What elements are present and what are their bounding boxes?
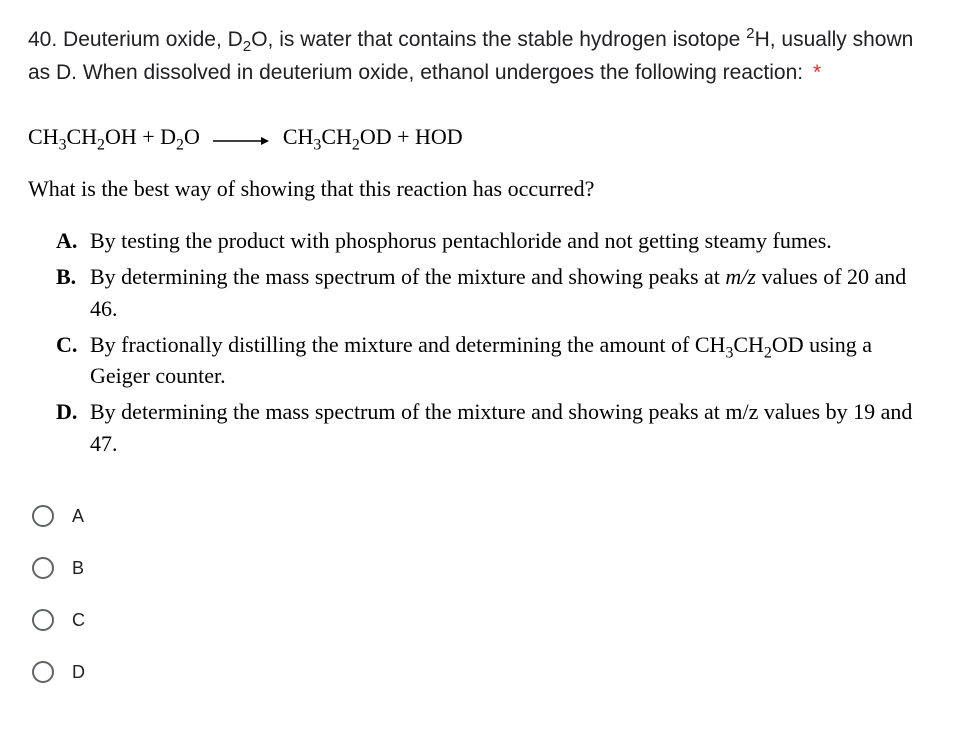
option-letter: D. [56,396,90,428]
header-text-2: O, is water that contains the stable hyd… [251,28,746,51]
eqn-lhs-6: O [184,124,200,149]
eqn-lhs-0: CH [28,124,59,149]
option-text: By determining the mass spectrum of the … [90,261,925,325]
radio-circle-icon [32,557,54,579]
option-b: B. By determining the mass spectrum of t… [56,261,925,325]
option-text: By determining the mass spectrum of the … [90,396,925,460]
sub-question: What is the best way of showing that thi… [28,173,925,205]
option-c-sub2: 2 [764,344,772,361]
option-text: By testing the product with phosphorus p… [90,225,925,257]
radio-label: C [72,610,85,631]
eqn-rhs-3: 2 [352,136,360,153]
answer-options-list: A. By testing the product with phosphoru… [28,225,925,460]
eqn-lhs-5: 2 [176,136,184,153]
option-c: C. By fractionally distilling the mixtur… [56,329,925,393]
header-text-1: Deuterium oxide, D [63,28,243,51]
radio-circle-icon [32,661,54,683]
option-letter: C. [56,329,90,361]
radio-group: A B C D [28,490,925,698]
radio-circle-icon [32,505,54,527]
eqn-rhs: CH3CH2OD + HOD [283,124,463,149]
required-star: * [813,61,821,84]
option-c-mid: CH [733,332,764,357]
eqn-rhs-0: CH [283,124,314,149]
reaction-arrow-icon [213,123,269,155]
eqn-rhs-2: CH [321,124,352,149]
option-a: A. By testing the product with phosphoru… [56,225,925,257]
option-text: By fractionally distilling the mixture a… [90,329,925,393]
question-number: 40. [28,28,57,51]
question-header: 40. Deuterium oxide, D2O, is water that … [28,24,925,89]
radio-circle-icon [32,609,54,631]
eqn-lhs-3: 2 [97,136,105,153]
radio-option-a[interactable]: A [32,490,925,542]
option-letter: B. [56,261,90,293]
question-container: 40. Deuterium oxide, D2O, is water that … [0,0,953,722]
reaction-equation: CH3CH2OH + D2O CH3CH2OD + HOD [28,121,925,155]
radio-option-b[interactable]: B [32,542,925,594]
option-b-pre: By determining the mass spectrum of the … [90,264,725,289]
radio-option-d[interactable]: D [32,646,925,698]
eqn-lhs: CH3CH2OH + D2O [28,124,205,149]
eqn-lhs-4: OH + D [105,124,176,149]
radio-label: B [72,558,84,579]
radio-label: A [72,506,84,527]
radio-option-c[interactable]: C [32,594,925,646]
option-b-em: m/z [725,264,756,289]
header-sup-1: 2 [746,25,754,42]
question-body: CH3CH2OH + D2O CH3CH2OD + HOD What is th… [28,121,925,460]
option-d: D. By determining the mass spectrum of t… [56,396,925,460]
eqn-rhs-4: OD + HOD [360,124,463,149]
option-c-pre: By fractionally distilling the mixture a… [90,332,725,357]
option-letter: A. [56,225,90,257]
eqn-lhs-2: CH [66,124,97,149]
header-sub-1: 2 [243,38,251,55]
radio-label: D [72,662,85,683]
